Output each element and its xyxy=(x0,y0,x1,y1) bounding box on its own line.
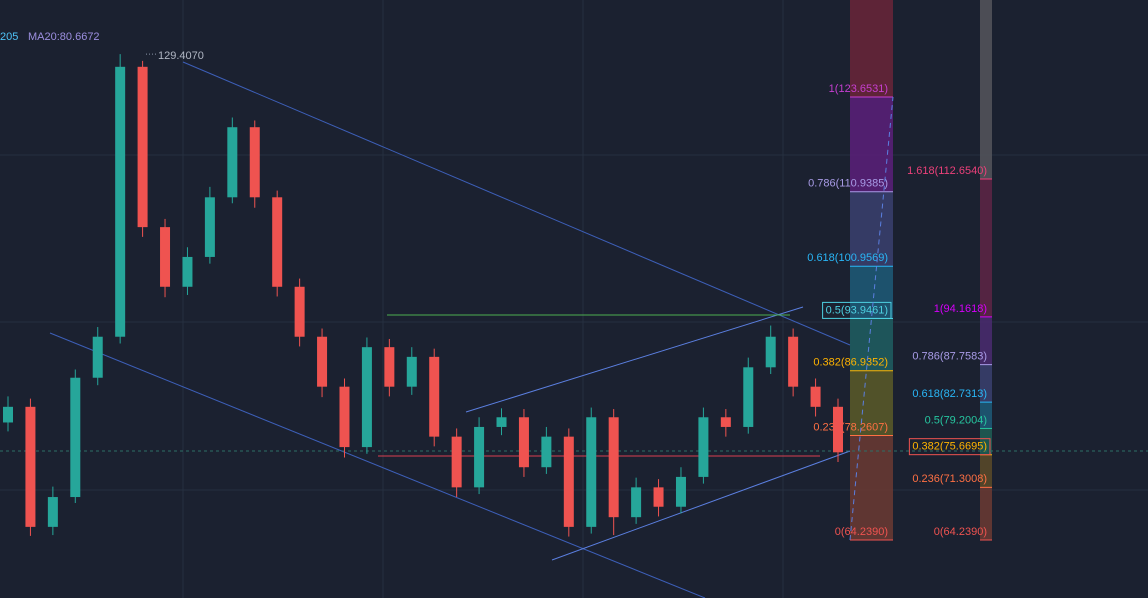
candle-body xyxy=(249,127,260,198)
candle-body xyxy=(272,197,283,287)
fib-label: 0.618(82.7313) xyxy=(912,388,987,400)
legend-item: MA20:80.6672 xyxy=(28,31,100,43)
fib-label: 0.5(93.9461) xyxy=(826,304,888,316)
candle-body xyxy=(204,197,215,257)
candle-body xyxy=(294,286,305,337)
candle-body xyxy=(137,66,148,228)
candle-body xyxy=(339,386,350,448)
candle-body xyxy=(317,336,328,387)
fib-label-box xyxy=(908,438,991,456)
fib-zone xyxy=(980,178,992,317)
candle-body xyxy=(810,386,821,407)
fib-zone xyxy=(980,364,992,403)
fib-label: 0(64.2390) xyxy=(835,526,888,538)
fib-label: 0.5(79.2004) xyxy=(925,414,987,426)
candle-body xyxy=(743,367,754,427)
candle-body xyxy=(586,417,597,527)
fib-label-box xyxy=(822,301,892,319)
candle-body xyxy=(496,417,507,427)
fib-zone xyxy=(850,191,893,267)
fib-zone xyxy=(850,318,893,371)
fib-label: 0.618(100.9569) xyxy=(807,252,888,264)
candle-body xyxy=(115,66,126,337)
candle-body xyxy=(720,417,731,427)
fib-label: 1(94.1618) xyxy=(934,303,987,315)
fib-trend-line xyxy=(849,96,894,541)
candle-body xyxy=(518,417,529,468)
candle-body xyxy=(406,356,417,387)
candle-body xyxy=(451,436,462,488)
fib-label: 1.618(112.6540) xyxy=(907,165,987,177)
fib-label: 0.236(78.2607) xyxy=(813,421,888,433)
candle-body xyxy=(653,487,664,507)
fib-zone xyxy=(980,454,992,488)
candle-body xyxy=(788,336,799,387)
fib-label: 1(123.6531) xyxy=(829,83,888,95)
candle-body xyxy=(474,426,485,488)
fib-zone xyxy=(980,428,992,455)
fib-label: 0.382(75.6695) xyxy=(912,441,987,453)
candle-body xyxy=(429,356,440,437)
candle-body xyxy=(563,436,574,527)
candle-body xyxy=(833,406,843,453)
channel-line xyxy=(465,306,804,413)
candle-body xyxy=(25,406,36,527)
fib-label: 0.786(110.9385) xyxy=(808,178,888,190)
fib-zone xyxy=(980,0,992,179)
legend-item: 205 xyxy=(0,31,18,43)
candle-body xyxy=(3,406,13,423)
candle-body xyxy=(675,476,686,507)
candle-body xyxy=(698,417,709,477)
fib-zone xyxy=(980,487,992,540)
fib-label: 0.236(71.3008) xyxy=(912,473,987,485)
candle-body xyxy=(384,347,395,387)
fib-zone xyxy=(850,435,893,540)
candle-body xyxy=(47,497,58,527)
trend-lines xyxy=(0,61,1148,598)
channel-line xyxy=(49,332,706,598)
fib-zone xyxy=(850,96,893,192)
candle-body xyxy=(160,227,171,287)
fib-label: 0.382(86.9352) xyxy=(813,357,888,369)
fib-zone xyxy=(980,402,992,429)
fib-zone xyxy=(850,0,893,97)
fib-zone xyxy=(980,316,992,365)
annotation: 129.4070 xyxy=(158,50,204,62)
candle-body xyxy=(541,436,552,468)
candle-body xyxy=(361,347,372,448)
channel-line xyxy=(551,450,851,561)
fibonacci-zones: 1(123.6531) 0.786(110.9385) 0.618(100.9569… xyxy=(807,0,992,541)
candle-body xyxy=(765,336,776,368)
fib-zone xyxy=(850,370,893,436)
fib-zone xyxy=(850,266,893,319)
candle-body xyxy=(92,336,103,378)
candle-body xyxy=(227,127,238,198)
candle-body xyxy=(608,417,619,518)
fib-label: 0.786(87.7583) xyxy=(912,351,987,363)
candle-body xyxy=(70,377,81,498)
candle-body xyxy=(631,487,642,518)
candles xyxy=(3,54,843,537)
channel-line xyxy=(182,61,851,346)
fib-label: 0(64.2390) xyxy=(934,526,987,538)
candle-body xyxy=(182,256,193,287)
